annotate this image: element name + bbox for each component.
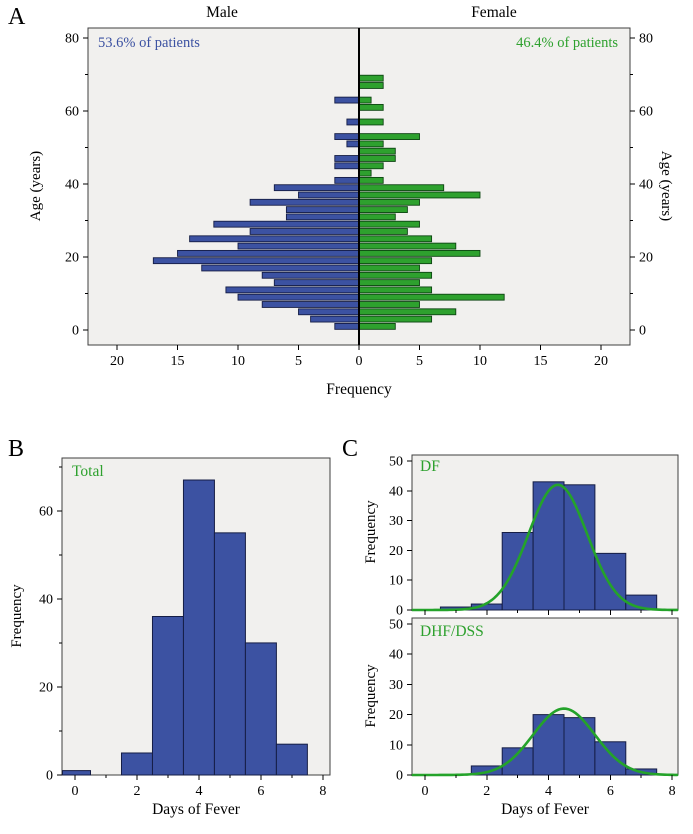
svg-text:4: 4 — [195, 784, 202, 799]
svg-text:20: 20 — [65, 251, 79, 266]
svg-text:60: 60 — [639, 105, 653, 120]
total-chart-title: Total — [72, 463, 104, 480]
pyramid-female-title: Female — [471, 4, 517, 21]
total-xlabel: Days of Fever — [152, 801, 240, 818]
male-percentage-annotation: 53.6% of patients — [98, 35, 200, 51]
total-histogram-chart: 0 2 4 6 8 0 20 40 60 — [39, 457, 331, 799]
svg-text:10: 10 — [389, 738, 403, 753]
svg-text:10: 10 — [389, 574, 403, 589]
svg-text:0: 0 — [356, 354, 363, 369]
dhf-ylabel: Frequency — [363, 664, 379, 728]
svg-text:2: 2 — [483, 784, 490, 799]
svg-text:0: 0 — [72, 784, 79, 799]
svg-text:40: 40 — [389, 648, 403, 663]
svg-text:15: 15 — [533, 354, 547, 369]
dhf-dss-chart-title: DHF/DSS — [420, 623, 484, 640]
total-ylabel: Frequency — [9, 584, 25, 648]
svg-text:30: 30 — [389, 514, 403, 529]
svg-text:60: 60 — [39, 504, 53, 519]
svg-text:0: 0 — [396, 769, 403, 784]
svg-text:20: 20 — [39, 680, 53, 695]
age-pyramid-chart: 20 15 10 5 0 5 10 15 20 0 0 20 20 40 40 60 60 80 80 — [65, 27, 653, 369]
svg-text:50: 50 — [389, 618, 403, 633]
svg-text:8: 8 — [669, 784, 676, 799]
dhf-xlabel: Days of Fever — [501, 801, 589, 818]
df-histogram-chart: 0 10 20 30 40 50 — [389, 454, 679, 619]
svg-text:40: 40 — [39, 592, 53, 607]
svg-text:6: 6 — [257, 784, 264, 799]
pyramid-xlabel: Frequency — [326, 381, 392, 398]
svg-text:15: 15 — [171, 354, 185, 369]
svg-text:60: 60 — [65, 105, 79, 120]
pyramid-ylabel-right: Age (years) — [658, 150, 674, 222]
svg-text:5: 5 — [295, 354, 302, 369]
female-percentage-annotation: 46.4% of patients — [516, 35, 618, 51]
svg-text:30: 30 — [389, 678, 403, 693]
svg-text:0: 0 — [396, 604, 403, 619]
svg-text:20: 20 — [389, 708, 403, 723]
df-ylabel: Frequency — [363, 500, 379, 564]
svg-text:10: 10 — [231, 354, 245, 369]
pyramid-male-title: Male — [206, 4, 238, 21]
svg-text:8: 8 — [319, 784, 326, 799]
svg-text:20: 20 — [594, 354, 608, 369]
svg-text:0: 0 — [421, 784, 428, 799]
svg-text:40: 40 — [639, 178, 653, 193]
svg-text:0: 0 — [639, 324, 646, 339]
svg-text:80: 80 — [65, 32, 79, 47]
panel-a-letter: A — [8, 4, 26, 30]
svg-text:20: 20 — [639, 251, 653, 266]
svg-text:0: 0 — [46, 769, 53, 784]
svg-text:0: 0 — [72, 324, 79, 339]
panel-b-letter: B — [8, 436, 25, 462]
svg-text:6: 6 — [607, 784, 614, 799]
svg-text:20: 20 — [389, 544, 403, 559]
svg-text:40: 40 — [389, 484, 403, 499]
svg-text:80: 80 — [639, 32, 653, 47]
dhf-histogram-chart: 0 2 4 6 8 0 10 20 30 40 50 — [389, 617, 679, 799]
svg-text:50: 50 — [389, 454, 403, 469]
svg-text:5: 5 — [416, 354, 423, 369]
svg-text:10: 10 — [473, 354, 487, 369]
svg-text:2: 2 — [133, 784, 140, 799]
svg-text:4: 4 — [545, 784, 552, 799]
pyramid-ylabel-left: Age (years) — [28, 150, 44, 222]
df-chart-title: DF — [420, 458, 440, 475]
svg-text:20: 20 — [110, 354, 124, 369]
panel-c-letter: C — [342, 436, 359, 462]
svg-text:40: 40 — [65, 178, 79, 193]
